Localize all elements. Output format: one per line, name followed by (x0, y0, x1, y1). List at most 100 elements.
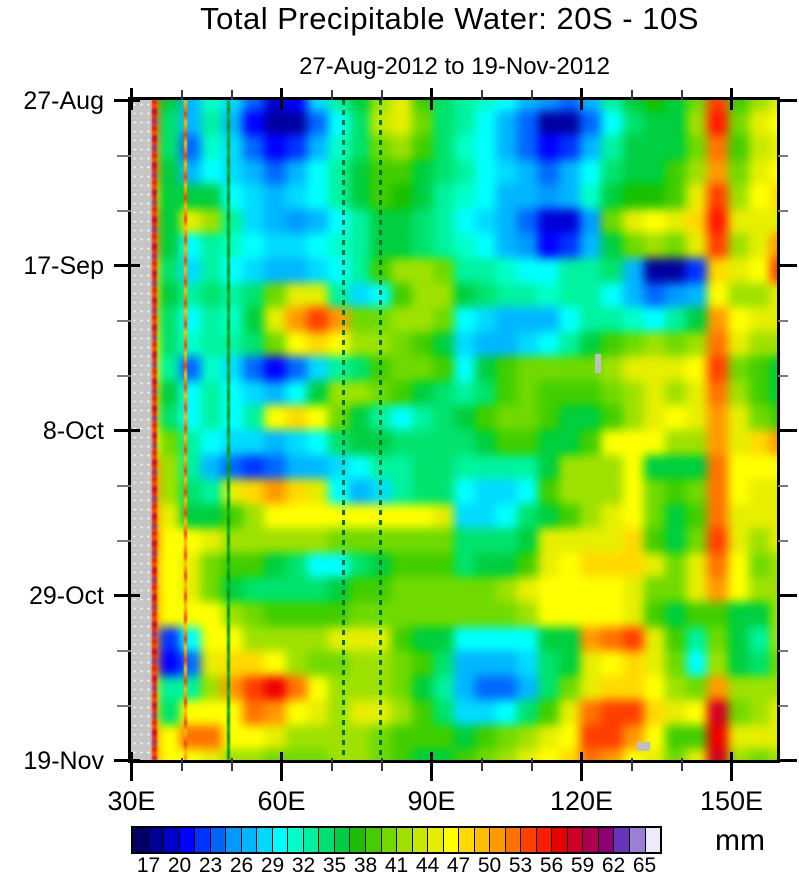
heatmap-cell (706, 724, 728, 750)
heatmap-cell (517, 331, 539, 357)
heatmap-cell (264, 503, 286, 529)
heatmap-cell (601, 429, 623, 455)
heatmap-cell (706, 208, 728, 234)
heatmap-cell (264, 749, 286, 760)
heatmap-cell (580, 577, 602, 602)
heatmap-cell (454, 184, 476, 209)
heatmap-cell (706, 601, 728, 627)
missing-data-spot (637, 742, 650, 752)
heatmap-cell (685, 577, 707, 602)
heatmap-cell (411, 282, 433, 308)
heatmap-cell (706, 356, 728, 381)
heatmap-cell (538, 700, 560, 725)
heatmap-cell (685, 454, 707, 480)
heatmap-cell (432, 184, 454, 209)
heatmap-cell (201, 626, 223, 652)
heatmap-cell (306, 331, 328, 357)
heatmap-cell (769, 257, 777, 283)
heatmap-cell (517, 429, 539, 455)
heatmap-cell (243, 552, 265, 578)
heatmap-cell (580, 675, 602, 701)
heatmap-cell (538, 184, 560, 209)
heatmap-cell (285, 429, 307, 455)
heatmap-cell (432, 208, 454, 234)
heatmap-cell (769, 380, 777, 406)
heatmap-cell (622, 749, 644, 760)
heatmap-cell (622, 675, 644, 701)
heatmap-cell (727, 528, 749, 553)
heatmap-cell (685, 552, 707, 578)
heatmap-cell (306, 626, 328, 652)
heatmap-cell (538, 307, 560, 332)
heatmap-cell (601, 700, 623, 725)
heatmap-cell (559, 724, 581, 750)
heatmap-cell (306, 282, 328, 308)
heatmap-cell (348, 454, 370, 480)
colorbar-tick-label: 56 (539, 854, 564, 877)
heatmap-cell (496, 503, 518, 529)
colorbar-segment (443, 828, 460, 852)
heatmap-cell (411, 233, 433, 258)
heatmap-cell (664, 356, 686, 381)
heatmap-cell (748, 159, 770, 185)
heatmap-cell (496, 552, 518, 578)
heatmap-cell (769, 135, 777, 160)
red-streak-35e (152, 100, 157, 760)
colorbar-segment (288, 828, 304, 852)
heatmap-cell (285, 184, 307, 209)
heatmap-cell (580, 257, 602, 283)
heatmap-cell (496, 454, 518, 480)
heatmap-cell (685, 307, 707, 332)
heatmap-cell (643, 528, 665, 553)
heatmap-cell (285, 700, 307, 725)
heatmap-cell (159, 454, 181, 480)
heatmap-cell (201, 454, 223, 480)
heatmap-cell (285, 479, 307, 504)
heatmap-cell (748, 503, 770, 529)
heatmap-cell (706, 528, 728, 553)
heatmap-cell (496, 233, 518, 258)
heatmap-cell (538, 675, 560, 701)
heatmap-cell (243, 528, 265, 553)
heatmap-cell (496, 577, 518, 602)
heatmap-cell (517, 528, 539, 553)
heatmap-cell (622, 257, 644, 283)
heatmap-cell (390, 454, 412, 480)
heatmap-cell (580, 503, 602, 529)
heatmap-cell (390, 749, 412, 760)
heatmap-cell (411, 307, 433, 332)
page-title: Total Precipitable Water: 20S - 10S (200, 1, 699, 36)
heatmap-cell (285, 577, 307, 602)
heatmap-cell (475, 577, 497, 602)
heatmap-cell (727, 700, 749, 725)
heatmap-cell (664, 528, 686, 553)
orange-streak-41e (183, 100, 187, 760)
y-axis-label-29-Oct: 29-Oct (28, 581, 104, 610)
heatmap-cell (348, 577, 370, 602)
heatmap-cell (601, 577, 623, 602)
heatmap-cell (643, 479, 665, 504)
heatmap-cell (348, 429, 370, 455)
heatmap-cell (264, 135, 286, 160)
heatmap-cell (411, 257, 433, 283)
heatmap-cell (706, 429, 728, 455)
colorbar-tick-label: 20 (167, 854, 192, 877)
heatmap-cell (306, 307, 328, 332)
heatmap-cell (601, 503, 623, 529)
colorbar-tick-label: 17 (136, 854, 161, 877)
heatmap-cell (159, 100, 181, 111)
heatmap-cell (454, 749, 476, 760)
heatmap-cell (306, 479, 328, 504)
heatmap-cell (201, 282, 223, 308)
heatmap-cell (685, 100, 707, 111)
heatmap-cell (643, 503, 665, 529)
heatmap-cell (769, 528, 777, 553)
colorbar-tick-label: 26 (229, 854, 254, 877)
heatmap-cell (432, 503, 454, 529)
heatmap-cell (538, 159, 560, 185)
heatmap-cell (496, 380, 518, 406)
heatmap-cell (664, 307, 686, 332)
heatmap-cell (664, 233, 686, 258)
heatmap-cell (411, 675, 433, 701)
heatmap-cell (348, 110, 370, 136)
